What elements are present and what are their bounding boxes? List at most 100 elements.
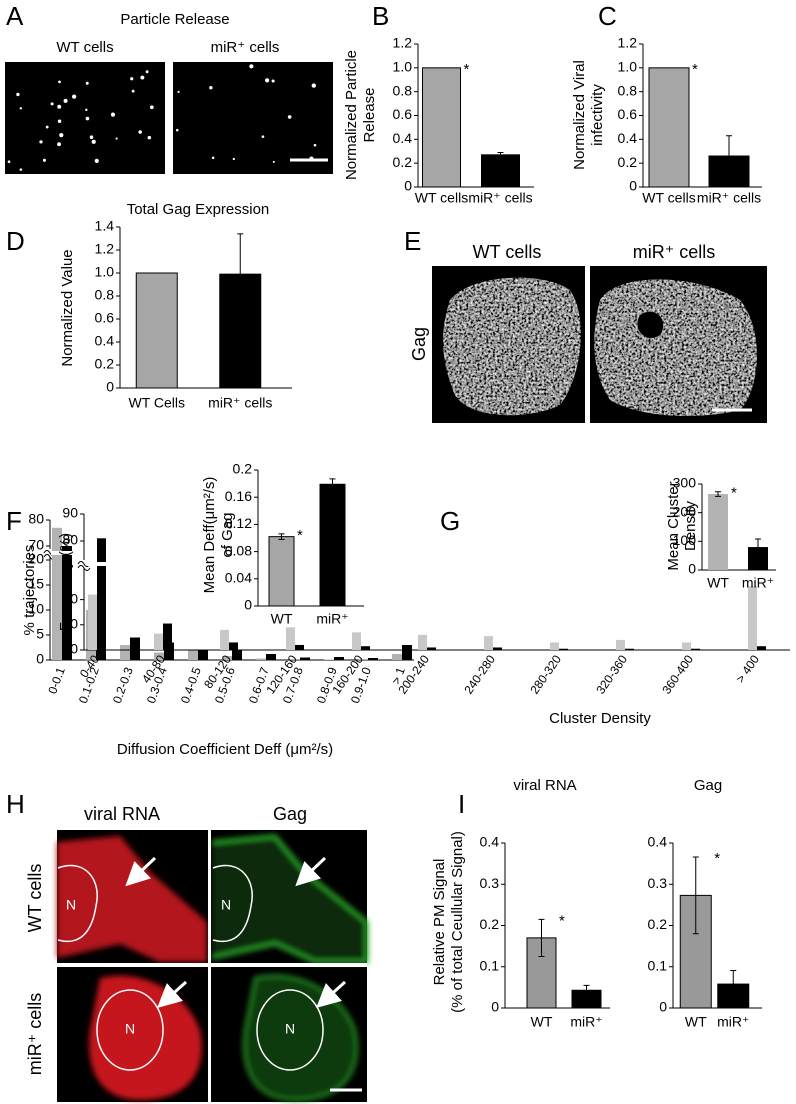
y-tick-label: 0.3	[648, 875, 668, 891]
y-tick-label: 0.6	[393, 106, 413, 122]
error-bar	[726, 135, 732, 177]
y-tick-label: 0.4	[95, 333, 115, 349]
x-tick-label: > 1	[389, 665, 408, 686]
bar	[324, 659, 334, 660]
particle	[110, 112, 116, 117]
particle	[57, 104, 62, 109]
bar	[62, 546, 72, 660]
micrograph-label: miR⁺ cells	[633, 242, 716, 262]
x-tick-label: WT cells	[642, 190, 695, 206]
y-axis-label: Normalized Viral	[571, 60, 588, 170]
y-tick-label: 1.2	[618, 35, 638, 51]
y-tick-label: 70	[28, 537, 44, 553]
particle	[131, 89, 135, 93]
particle	[16, 92, 20, 97]
cell-red	[57, 836, 207, 962]
particle	[271, 79, 275, 83]
y-axis-label: Normalized Particle	[343, 50, 360, 180]
particle	[59, 132, 64, 138]
bar	[268, 536, 295, 607]
y-tick-label: 0	[659, 999, 667, 1015]
bar	[625, 648, 634, 650]
y-tick-label: 1.0	[393, 59, 413, 75]
row-label: WT cells	[25, 864, 45, 933]
y-tick-label: 0.04	[225, 570, 252, 586]
axis-break-mark	[77, 561, 91, 571]
y-tick-label: 20	[28, 551, 44, 567]
y-tick-label: 0	[244, 597, 252, 613]
annotation: *	[731, 485, 737, 502]
nucleus-label: N	[221, 897, 231, 913]
particle	[57, 142, 61, 147]
y-tick-label: 0.12	[225, 515, 252, 531]
y-tick-label: 0.2	[95, 356, 115, 372]
y-axis-label: % trajectories	[21, 545, 38, 636]
particle	[19, 168, 23, 171]
bar	[418, 634, 427, 650]
x-tick-label: 0-0.1	[45, 665, 68, 696]
particle	[63, 98, 68, 103]
y-tick-label: 0	[491, 999, 499, 1015]
panel-letter: B	[372, 1, 389, 31]
row-label: miR⁺ cells	[25, 993, 45, 1076]
bar-break	[51, 551, 73, 555]
y-tick-label: 100	[673, 532, 697, 548]
y-tick-label: 20	[62, 590, 78, 606]
micrograph-title: Particle Release	[120, 11, 229, 28]
y-tick-label: 0.4	[393, 130, 413, 146]
y-tick-label: 1.4	[95, 218, 115, 234]
y-tick-label: 15	[28, 576, 44, 592]
x-tick-label: miR⁺ cells	[468, 190, 532, 206]
y-tick-label: 0.08	[225, 542, 252, 558]
bar	[256, 658, 266, 660]
error-bar	[497, 151, 504, 158]
particle	[7, 160, 11, 164]
particle	[58, 80, 61, 84]
error-bar	[755, 538, 761, 556]
bar	[286, 627, 295, 650]
bar	[368, 658, 378, 660]
x-tick-label: 0.2-0.3	[110, 665, 136, 705]
x-tick-label: 360-400	[659, 652, 696, 696]
y-axis-label: Release	[361, 87, 378, 142]
y-tick-label: 0.6	[618, 106, 638, 122]
particle	[85, 108, 88, 112]
y-tick-label: 0.1	[480, 957, 500, 973]
bar	[88, 594, 97, 650]
chart-title: Total Gag Expression	[127, 201, 270, 218]
x-tick-label: WT	[707, 575, 729, 591]
x-tick-label: 320-360	[593, 652, 630, 696]
y-tick-label: 0.2	[393, 154, 413, 170]
y-tick-label: 0.6	[95, 310, 115, 326]
particle	[272, 160, 275, 163]
particle	[130, 77, 134, 81]
particle	[287, 115, 292, 119]
y-tick-label: 1.2	[393, 35, 413, 51]
column-label: viral RNA	[84, 804, 160, 824]
y-tick-label: 0.8	[618, 82, 638, 98]
cell	[594, 279, 757, 416]
y-axis-label: Frequency (%)	[57, 533, 74, 631]
bar	[493, 647, 502, 650]
bar	[616, 639, 625, 650]
y-tick-label: 0.16	[225, 488, 252, 504]
particle	[149, 105, 154, 110]
y-tick-label: 0.2	[233, 461, 253, 477]
bar	[300, 657, 310, 660]
panel-letter: A	[6, 1, 24, 31]
y-tick-label: 1.2	[95, 241, 115, 257]
bar	[220, 629, 229, 650]
bar	[392, 654, 402, 660]
particle	[89, 135, 94, 139]
panel-letter: C	[598, 1, 617, 31]
error-bar	[278, 533, 285, 540]
bar	[135, 272, 178, 389]
y-tick-label: 10	[28, 601, 44, 617]
annotation: *	[692, 61, 698, 78]
cell-green	[211, 834, 369, 964]
bar	[481, 154, 520, 188]
x-tick-label: miR⁺ cells	[208, 395, 272, 411]
bar	[319, 483, 346, 607]
arrow	[295, 856, 327, 887]
